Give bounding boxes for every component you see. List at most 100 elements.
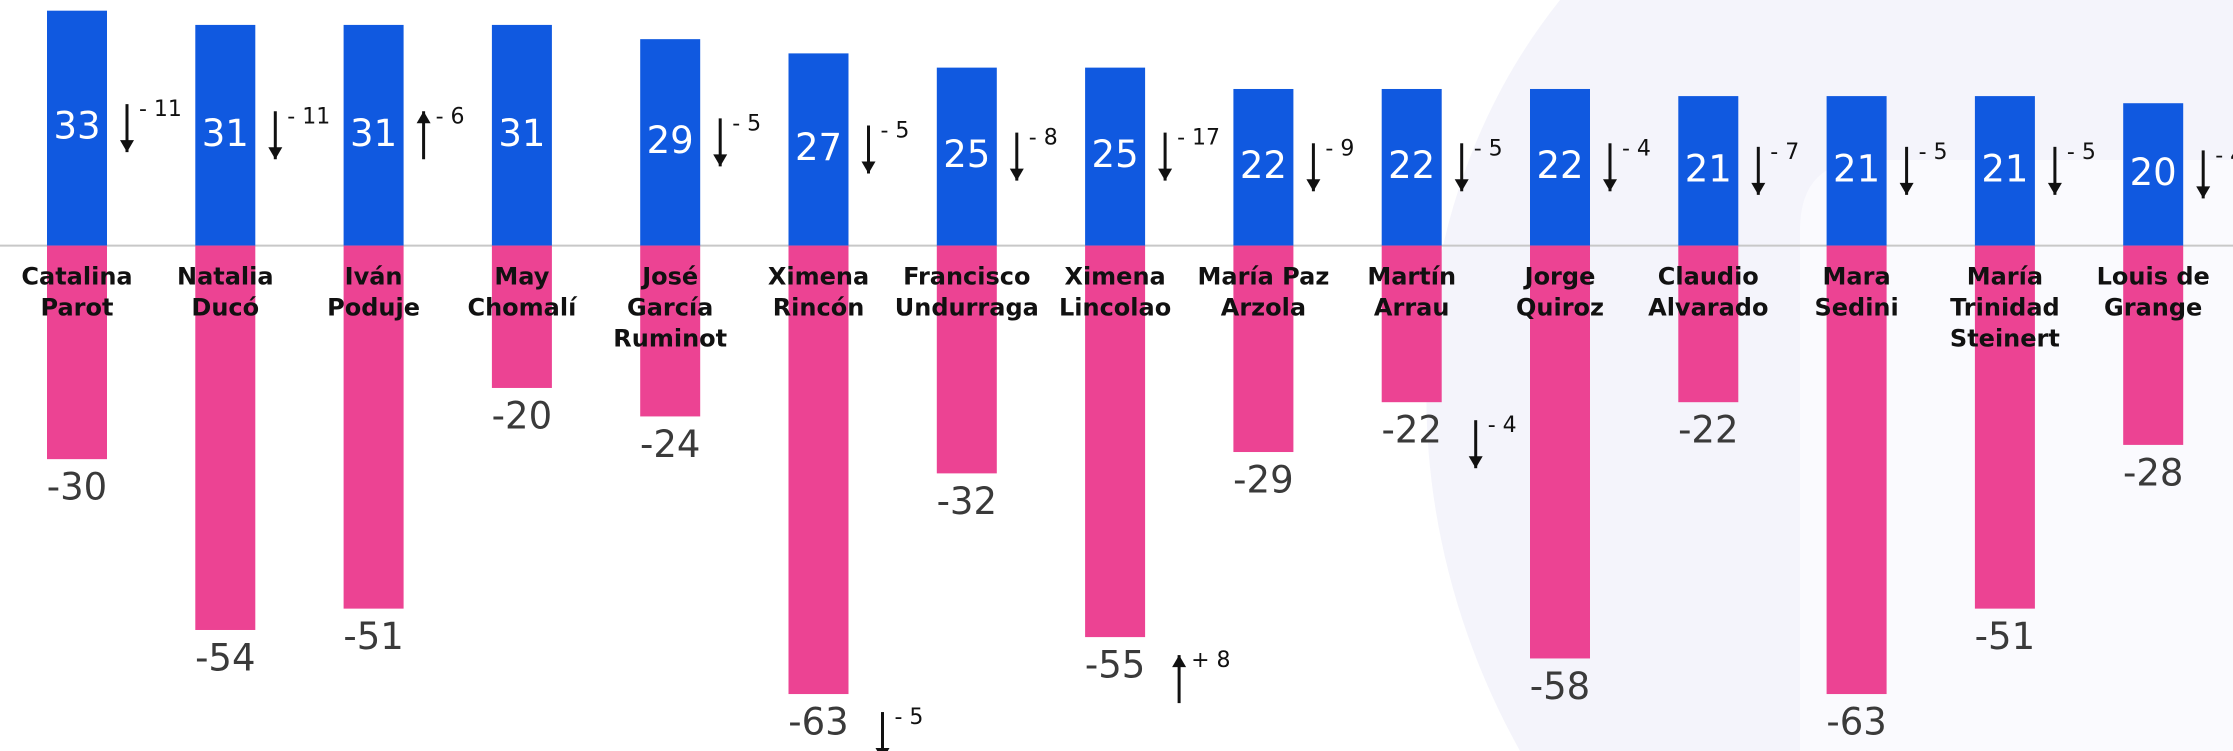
change-label: - 4 — [2215, 143, 2233, 168]
bar — [47, 10, 107, 246]
bar — [936, 67, 997, 246]
bar — [936, 245, 997, 474]
category-label: María Paz — [1197, 263, 1329, 291]
change-arrow-head — [2047, 182, 2062, 195]
change-label: - 6 — [436, 104, 465, 129]
value-label: -51 — [1975, 615, 2035, 658]
bar — [47, 245, 107, 460]
change-label: - 4 — [1488, 413, 1517, 438]
value-label: -22 — [1678, 409, 1738, 452]
bar — [788, 245, 849, 695]
value-label: -30 — [47, 466, 107, 509]
bar — [1826, 245, 1887, 695]
bar — [1530, 245, 1590, 659]
change-arrow-head — [1899, 182, 1914, 195]
bar — [1381, 245, 1442, 403]
value-label: 31 — [202, 112, 249, 155]
bar — [1233, 245, 1294, 453]
change-label: - 5 — [1919, 140, 1948, 165]
change-arrow-head — [1468, 456, 1483, 469]
category-label: Ruminot — [613, 325, 727, 353]
category-label: Catalina — [21, 263, 132, 291]
bar — [1974, 96, 2035, 246]
category-label: Grange — [2104, 294, 2202, 322]
change-label: - 7 — [1770, 140, 1799, 165]
category-label: García — [627, 294, 713, 322]
bar — [1381, 88, 1442, 246]
change-arrow-head — [1751, 182, 1766, 195]
change-arrow-head — [861, 161, 876, 174]
category-label: Rincón — [773, 294, 865, 322]
value-label: -20 — [492, 394, 552, 437]
category-label: Claudio — [1658, 263, 1759, 291]
value-label: 29 — [647, 119, 694, 162]
bar — [1974, 245, 2035, 609]
bar — [2123, 103, 2184, 246]
bar — [640, 39, 701, 246]
value-label: -29 — [1233, 459, 1293, 502]
category-label: Jorge — [1523, 263, 1596, 291]
category-label: Iván — [345, 263, 403, 291]
change-label: - 4 — [1622, 136, 1651, 161]
bar — [1233, 88, 1294, 246]
category-label: Louis de — [2097, 263, 2210, 291]
value-label: -63 — [1826, 701, 1886, 744]
value-label: 33 — [53, 105, 100, 148]
category-label: Martín — [1367, 263, 1456, 291]
value-label: -32 — [937, 480, 997, 523]
value-label: 22 — [1536, 144, 1583, 187]
value-label: 22 — [1240, 144, 1287, 187]
change-arrow-head — [1172, 655, 1187, 668]
category-label: Lincolao — [1059, 294, 1171, 322]
change-arrow-head — [875, 748, 890, 751]
category-label: Parot — [41, 294, 114, 322]
bar — [491, 24, 552, 246]
value-label: 31 — [350, 112, 397, 155]
bar — [343, 24, 404, 246]
value-label: -55 — [1085, 644, 1145, 687]
category-label: Poduje — [327, 294, 420, 322]
change-label: - 8 — [1029, 126, 1058, 151]
change-arrow-head — [1158, 168, 1173, 181]
value-label: 25 — [1092, 133, 1139, 176]
category-label: Trinidad — [1950, 294, 2060, 322]
bar — [1085, 67, 1146, 246]
bar — [343, 245, 404, 609]
category-label: José — [640, 263, 698, 291]
change-label: - 9 — [1325, 136, 1354, 161]
category-label: Natalia — [177, 263, 274, 291]
bar — [1678, 245, 1739, 403]
category-label: Arrau — [1374, 294, 1450, 322]
category-label: Arzola — [1221, 294, 1306, 322]
value-label: 22 — [1388, 144, 1435, 187]
change-arrow-head — [713, 154, 728, 167]
value-label: -22 — [1381, 409, 1441, 452]
bar — [788, 53, 849, 246]
category-label: Ducó — [191, 294, 259, 322]
category-label: Francisco — [903, 263, 1030, 291]
category-label: Alvarado — [1648, 294, 1768, 322]
change-label: - 5 — [732, 111, 761, 136]
category-label: María — [1967, 263, 2043, 291]
category-label: May — [494, 263, 549, 291]
change-label: - 17 — [1177, 126, 1220, 151]
change-arrow-head — [120, 140, 134, 153]
value-label: 25 — [943, 133, 990, 176]
change-arrow-head — [416, 111, 431, 124]
category-label: Ximena — [768, 263, 869, 291]
bar — [195, 24, 256, 246]
change-arrow-head — [1454, 179, 1469, 192]
category-label: Undurraga — [895, 294, 1039, 322]
value-label: -63 — [788, 701, 848, 744]
category-label: Mara — [1823, 263, 1891, 291]
value-label: -54 — [195, 636, 255, 679]
change-arrow-head — [2196, 186, 2211, 199]
bar — [2123, 245, 2184, 445]
bar — [195, 245, 256, 630]
value-label: -28 — [2123, 451, 2183, 494]
category-label: Steinert — [1950, 325, 2060, 353]
change-arrow-head — [1603, 179, 1617, 192]
bar — [1530, 88, 1590, 246]
value-label: 27 — [795, 126, 842, 169]
